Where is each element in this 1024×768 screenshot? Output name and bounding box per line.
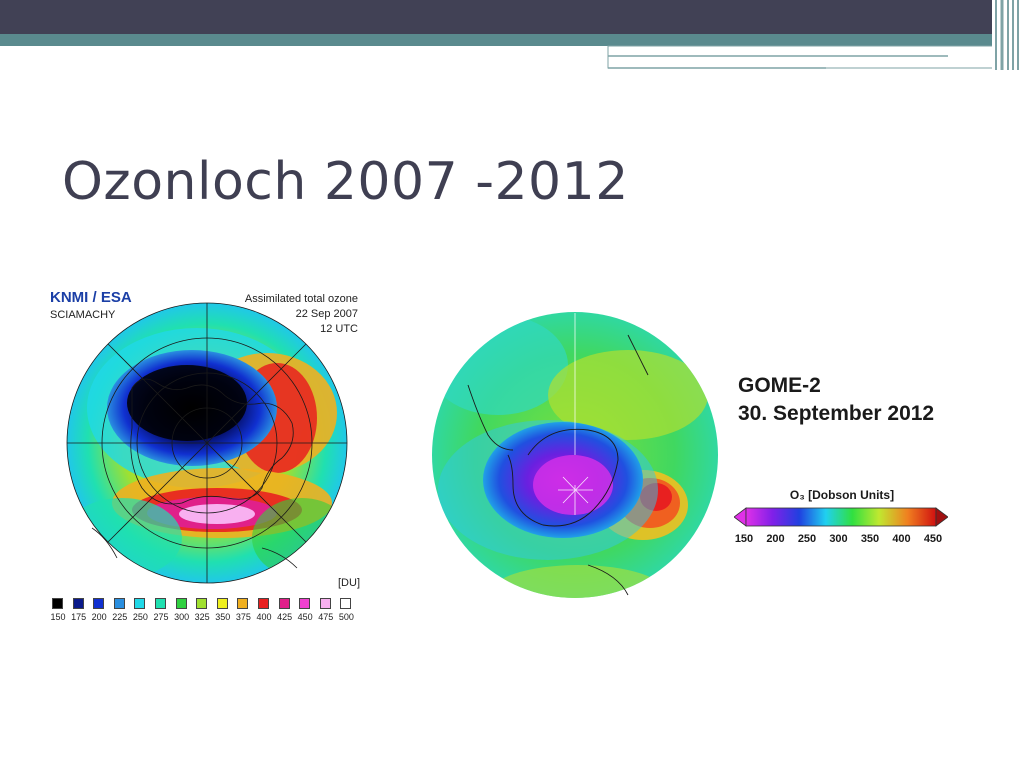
legend-swatch-350 [216, 598, 228, 609]
caption-line-1: Assimilated total ozone [244, 293, 358, 305]
header-decoration [0, 0, 1024, 70]
caption-line-2: 22 Sep 2007 [295, 308, 358, 320]
ozone-map-2007 [66, 302, 348, 584]
legend-tick-label: 225 [112, 612, 128, 622]
colorbar-title: O₃ [Dobson Units] [789, 488, 895, 502]
gome-title: GOME-2 30. September 2012 [738, 372, 934, 428]
legend-swatch-325 [196, 598, 208, 609]
legend-swatch-475 [319, 598, 331, 609]
legend-swatch-500 [340, 598, 352, 609]
legend-tick-label: 275 [153, 612, 169, 622]
legend-tick-label: 450 [297, 612, 313, 622]
legend-swatch-200 [93, 598, 105, 609]
ozone-map-2012 [432, 312, 718, 598]
legend-tick-label: 375 [235, 612, 251, 622]
colorbar-2012 [734, 507, 948, 527]
unit-label: [DU] [338, 577, 360, 589]
colorbar-tick-label: 150 [734, 533, 754, 545]
legend-tick-label: 150 [50, 612, 66, 622]
legend-swatch-300 [175, 598, 187, 609]
legend-swatch-400 [258, 598, 269, 609]
knmi-esa-label: KNMI / ESA [50, 289, 132, 306]
legend-tick-label: 425 [277, 612, 293, 622]
legend-swatch-250 [134, 598, 146, 609]
legend-tick-label: 500 [338, 612, 354, 622]
caption-line-3: 12 UTC [320, 323, 358, 335]
legend-tick-label: 175 [71, 612, 87, 622]
legend-tick-label: 475 [318, 612, 334, 622]
slide-title: Ozonloch 2007 -2012 [62, 152, 629, 212]
legend-tick-label: 350 [215, 612, 231, 622]
legend-tick-label: 400 [256, 612, 272, 622]
legend-swatch-450 [299, 598, 311, 609]
colorbar-tick-label: 250 [797, 533, 817, 545]
instrument-label: SCIAMACHY [50, 309, 116, 321]
gome-title-line-1: GOME-2 [738, 374, 821, 397]
legend-tick-label: 300 [174, 612, 190, 622]
legend-tick-label: 200 [91, 612, 107, 622]
legend-tick-label: 250 [132, 612, 148, 622]
colorbar-tick-label: 350 [860, 533, 880, 545]
legend-tick-label: 325 [194, 612, 210, 622]
gome-title-line-2: 30. September 2012 [738, 402, 935, 425]
colorbar-tick-label: 200 [766, 533, 785, 545]
legend-swatch-150 [52, 598, 63, 609]
colorbar-tick-label: 450 [923, 533, 943, 545]
legend-swatch-175 [72, 598, 84, 609]
legend-swatch-425 [278, 598, 290, 609]
colorbar-tick-label: 400 [892, 533, 911, 545]
legend-swatch-275 [155, 598, 166, 609]
colorbar-tick-label: 300 [829, 533, 848, 545]
legend-swatch-375 [237, 598, 249, 609]
legend-swatch-225 [113, 598, 125, 609]
